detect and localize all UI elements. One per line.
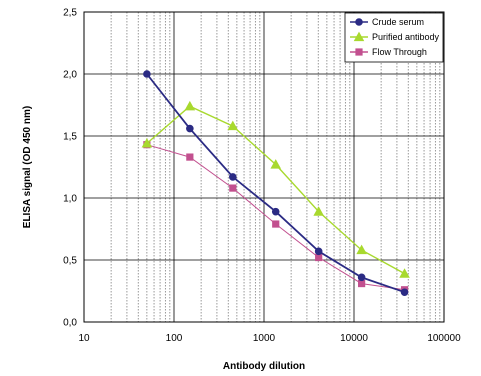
y-axis-title: ELISA signal (OD 450 nm) bbox=[22, 106, 33, 228]
legend-item: Purified antibody bbox=[350, 31, 440, 42]
legend-marker bbox=[355, 18, 363, 26]
data-point bbox=[228, 173, 237, 181]
x-tick-label: 100000 bbox=[427, 333, 461, 344]
y-tick-label: 0,0 bbox=[63, 318, 77, 329]
data-point bbox=[227, 120, 239, 131]
series-line bbox=[146, 105, 405, 275]
legend-label: Crude serum bbox=[372, 17, 424, 27]
data-point bbox=[141, 138, 153, 148]
legend: Crude serum Purified antibody Flow Through bbox=[344, 12, 444, 63]
legend-item: Crude serum bbox=[350, 17, 424, 27]
data-point bbox=[399, 268, 410, 278]
x-tick-label: 10 bbox=[78, 333, 90, 344]
y-axis: 0,0 0,5 1,0 1,5 2,0 2,5 bbox=[63, 8, 77, 329]
data-point bbox=[400, 288, 409, 297]
series-layer bbox=[141, 70, 410, 297]
data-point bbox=[272, 220, 280, 228]
y-tick-label: 1,5 bbox=[63, 132, 77, 143]
y-tick-label: 2,0 bbox=[63, 70, 77, 81]
series-line bbox=[146, 73, 405, 294]
data-point bbox=[356, 244, 367, 255]
legend-label: Flow Through bbox=[372, 47, 427, 57]
data-point bbox=[313, 206, 324, 216]
legend-item: Flow Through bbox=[350, 47, 427, 57]
x-tick-label: 1000 bbox=[253, 333, 276, 344]
series-crude-serum bbox=[143, 70, 409, 297]
data-point bbox=[358, 279, 366, 288]
legend-marker bbox=[353, 31, 365, 42]
series-purified-antibody bbox=[141, 100, 410, 278]
x-axis-title: Antibody dilution bbox=[223, 361, 305, 372]
data-point bbox=[271, 207, 280, 216]
legend-marker bbox=[355, 48, 363, 56]
data-point bbox=[229, 184, 237, 192]
legend-label: Purified antibody bbox=[372, 32, 440, 42]
y-tick-label: 0,5 bbox=[63, 256, 77, 267]
data-point bbox=[314, 247, 323, 256]
data-point bbox=[357, 273, 366, 282]
data-point bbox=[184, 100, 196, 111]
y-tick-label: 1,0 bbox=[63, 194, 77, 205]
grid bbox=[83, 11, 445, 323]
data-point bbox=[186, 153, 194, 161]
plot-frame bbox=[83, 11, 445, 323]
data-point bbox=[315, 253, 323, 262]
x-axis: 10 100 1000 10000 100000 bbox=[78, 333, 461, 344]
data-point bbox=[270, 159, 282, 169]
data-point bbox=[143, 70, 151, 78]
y-tick-label: 2,5 bbox=[63, 8, 77, 19]
data-point bbox=[186, 124, 194, 133]
x-tick-label: 100 bbox=[166, 333, 183, 344]
x-tick-label: 10000 bbox=[340, 333, 368, 344]
